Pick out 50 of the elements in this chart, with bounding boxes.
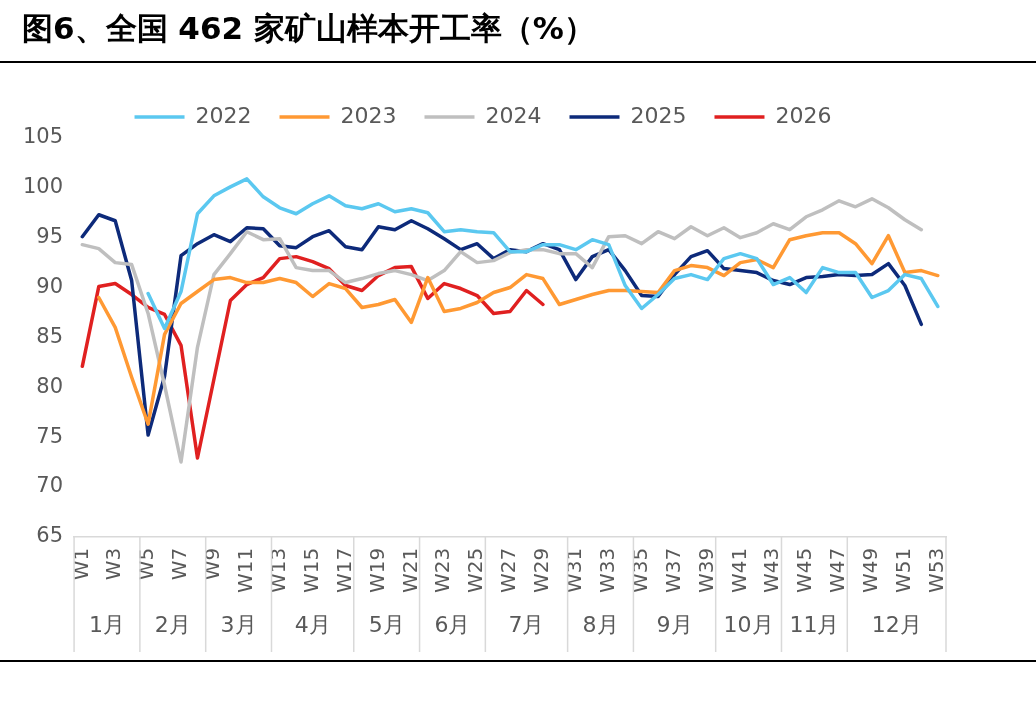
y-tick-label: 75	[36, 423, 64, 448]
y-tick-label: 80	[36, 373, 64, 398]
text: 12月	[871, 611, 922, 637]
x-tick-label: W47	[825, 547, 850, 594]
x-tick-label: W7	[167, 547, 192, 581]
legend-label: 2023	[340, 102, 397, 128]
text: 1月	[88, 611, 125, 637]
text: 5月	[368, 611, 405, 637]
y-tick-label: 70	[36, 473, 64, 498]
x-tick-label: W33	[594, 547, 619, 594]
x-tick-label: W11	[233, 547, 258, 594]
y-tick-label: 95	[36, 224, 64, 249]
x-tick-label: W21	[397, 547, 422, 594]
legend-label: 2024	[485, 102, 542, 128]
x-tick-label: W37	[660, 547, 685, 594]
x-tick-label: W25	[463, 547, 488, 594]
chart-title: 图6、全国 462 家矿山样本开工率（%）	[22, 9, 595, 48]
x-tick-label: W41	[726, 547, 751, 594]
x-tick-label: W19	[364, 547, 389, 594]
legend-label: 2026	[775, 102, 832, 128]
text: 3月	[220, 611, 257, 637]
y-tick-label: 100	[22, 174, 64, 199]
text: 11月	[789, 611, 840, 637]
y-tick-label: 85	[36, 323, 64, 348]
x-tick-label: W23	[430, 547, 455, 594]
x-tick-label: W49	[858, 547, 883, 594]
x-tick-label: W43	[759, 547, 784, 594]
y-tick-label: 105	[22, 124, 64, 149]
text: 9月	[656, 611, 693, 637]
text: 2月	[154, 611, 191, 637]
y-tick-label: 90	[36, 273, 64, 298]
x-tick-label: W5	[134, 547, 159, 581]
y-tick-label: 65	[36, 523, 64, 548]
x-tick-label: W45	[792, 547, 817, 594]
text: 10月	[723, 611, 774, 637]
legend-label: 2022	[195, 102, 252, 128]
text: 8月	[582, 611, 619, 637]
x-tick-label: W53	[923, 547, 948, 594]
x-tick-label: W15	[298, 547, 323, 594]
text: 6月	[434, 611, 471, 637]
x-tick-label: W3	[101, 547, 126, 581]
legend-label: 2025	[630, 102, 687, 128]
x-tick-label: W29	[529, 547, 554, 594]
text: 7月	[508, 611, 545, 637]
x-tick-label: W17	[331, 547, 356, 594]
x-tick-label: W27	[496, 547, 521, 594]
x-tick-label: W1	[68, 547, 93, 581]
x-tick-label: W51	[891, 547, 916, 594]
x-tick-label: W39	[693, 547, 718, 594]
text: 4月	[294, 611, 331, 637]
